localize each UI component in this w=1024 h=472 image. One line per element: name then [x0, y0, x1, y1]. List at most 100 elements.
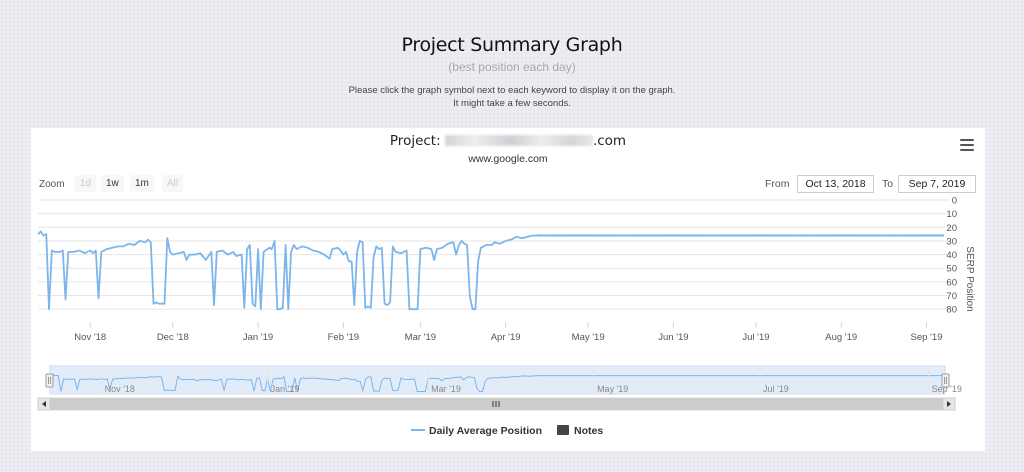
series-marker	[606, 234, 609, 237]
series-marker	[738, 234, 741, 237]
y-tick-label: 0	[952, 196, 957, 207]
project-label: Project:	[389, 133, 441, 149]
series-marker	[592, 234, 595, 237]
series-marker	[598, 234, 601, 237]
series-marker	[881, 234, 884, 237]
series-marker	[683, 234, 686, 237]
navigator-right-handle[interactable]	[941, 373, 950, 388]
zoom-all-button[interactable]: All	[162, 175, 184, 192]
series-marker	[713, 234, 716, 237]
project-domain-suffix: .com	[592, 133, 627, 149]
y-axis-ticks: 0 10 20 30 40 50 60 70 80	[946, 196, 957, 316]
y-tick-label: 20	[946, 223, 957, 234]
zoom-1w-button[interactable]: 1w	[101, 175, 124, 192]
series-marker	[779, 234, 782, 237]
series-marker	[611, 234, 615, 237]
series-marker	[666, 234, 670, 237]
legend-item-notes[interactable]: Notes	[557, 425, 603, 437]
series-marker	[831, 234, 835, 237]
series-marker	[807, 234, 810, 237]
series-marker	[564, 234, 568, 237]
series-marker	[636, 234, 639, 237]
x-tick-label: May '19	[572, 332, 605, 343]
series-marker	[658, 234, 661, 237]
scrollbar[interactable]	[37, 397, 956, 411]
series-marker	[672, 234, 675, 237]
legend-item-series[interactable]: Daily Average Position	[411, 425, 542, 437]
hamburger-menu-icon[interactable]	[960, 139, 974, 151]
navigator-tick-label: Sep '19	[932, 384, 962, 394]
series-marker	[823, 234, 826, 237]
y-tick-label: 60	[946, 277, 957, 288]
series-marker	[903, 234, 906, 237]
navigator-tick-label: Jul '19	[763, 384, 789, 394]
series-marker	[697, 234, 700, 237]
series-marker	[845, 234, 848, 237]
navigator-left-handle[interactable]	[45, 373, 54, 388]
series-marker	[631, 234, 634, 237]
range-from-input[interactable]: Oct 13, 2018	[797, 175, 874, 193]
left-arrow-icon	[42, 401, 46, 407]
series-marker	[664, 234, 667, 237]
series-marker	[809, 234, 813, 237]
series-marker	[589, 234, 593, 237]
series-marker	[765, 234, 769, 237]
series-marker	[600, 234, 604, 237]
series-marker	[573, 234, 576, 237]
series-marker	[727, 234, 730, 237]
series-marker	[919, 234, 923, 237]
series-marker	[787, 234, 791, 237]
range-to-label: To	[882, 178, 894, 190]
series-marker	[837, 234, 840, 237]
series-marker	[741, 234, 744, 237]
series-marker	[922, 234, 925, 237]
navigator[interactable]: Nov '18 Jan '19 Mar '19 May '19 Jul '19 Sep '…	[45, 365, 962, 395]
series-marker	[647, 234, 650, 237]
series-marker	[768, 234, 771, 237]
legend[interactable]: Daily Average Position Notes	[411, 425, 603, 437]
series-marker	[760, 234, 763, 237]
series-marker	[856, 234, 859, 237]
series-marker	[853, 234, 857, 237]
series-marker	[774, 234, 777, 237]
y-tick-label: 40	[946, 250, 957, 261]
y-tick-label: 10	[946, 209, 957, 220]
right-arrow-icon	[947, 401, 951, 407]
series-marker	[661, 234, 664, 237]
series-marker	[834, 234, 837, 237]
zoom-1m-button[interactable]: 1m	[130, 175, 154, 192]
series-marker	[730, 234, 733, 237]
series-marker	[804, 234, 807, 237]
series-marker	[790, 234, 793, 237]
series-marker	[851, 234, 854, 237]
series-marker	[545, 234, 549, 237]
series-marker	[878, 234, 881, 237]
page-title: Project Summary Graph	[401, 34, 623, 56]
x-tick-label: Sep '19	[911, 332, 943, 343]
series-marker	[884, 234, 887, 237]
series-marker	[578, 234, 582, 237]
redacted-domain	[444, 135, 593, 146]
series-marker	[829, 234, 832, 237]
series-marker	[818, 234, 821, 237]
scrollbar-grip-icon	[492, 401, 500, 407]
navigator-tick-label: Jan '19	[271, 384, 300, 394]
series-marker	[859, 234, 862, 237]
x-tick-label: Dec '18	[157, 332, 189, 343]
range-to-input[interactable]: Sep 7, 2019	[898, 175, 976, 193]
series-marker	[620, 234, 623, 237]
series-marker	[595, 234, 598, 237]
series-marker	[581, 234, 584, 237]
navigator-tick-label: Nov '18	[105, 384, 135, 394]
y-tick-label: 70	[946, 291, 957, 302]
zoom-1d-button[interactable]: 1d	[75, 175, 97, 192]
series-marker	[686, 234, 689, 237]
navigator-tick-label: May '19	[597, 384, 628, 394]
series-marker	[617, 234, 620, 237]
series-marker	[675, 234, 678, 237]
series-marker	[653, 234, 656, 237]
legend-notes-symbol	[557, 425, 569, 435]
series-marker	[785, 234, 788, 237]
series-marker	[906, 234, 909, 237]
series-marker	[782, 234, 785, 237]
